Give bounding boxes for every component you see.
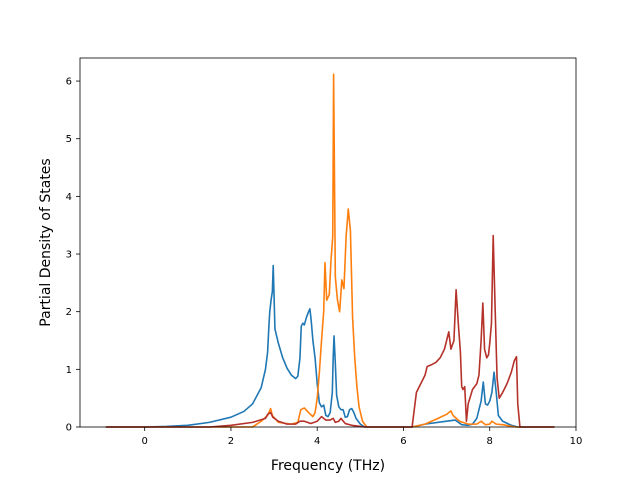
y-tick-label: 4 — [66, 192, 72, 203]
y-tick-label: 6 — [66, 77, 72, 88]
y-tick-label: 3 — [66, 250, 72, 261]
x-tick-label: 8 — [487, 436, 493, 447]
x-tick-label: 0 — [142, 436, 148, 447]
series-line-3 — [105, 234, 555, 428]
x-axis-ticks: 0 2 4 6 8 10 — [142, 427, 583, 447]
x-axis-label: Frequency (THz) — [271, 458, 385, 474]
plot-frame — [79, 57, 577, 428]
y-tick-label: 2 — [66, 307, 72, 318]
x-tick-label: 4 — [314, 436, 320, 447]
series-line-1 — [105, 264, 555, 428]
series-line-2 — [105, 73, 555, 428]
x-tick-label: 10 — [570, 436, 583, 447]
y-tick-label: 5 — [66, 134, 72, 145]
series-lines — [105, 73, 555, 428]
y-tick-label: 0 — [66, 423, 72, 434]
x-tick-label: 2 — [228, 436, 234, 447]
y-axis-ticks: 0 1 2 3 4 5 6 — [66, 77, 80, 434]
y-tick-label: 1 — [66, 365, 72, 376]
x-tick-label: 6 — [400, 436, 406, 447]
y-axis-label: Partial Density of States — [38, 158, 54, 326]
